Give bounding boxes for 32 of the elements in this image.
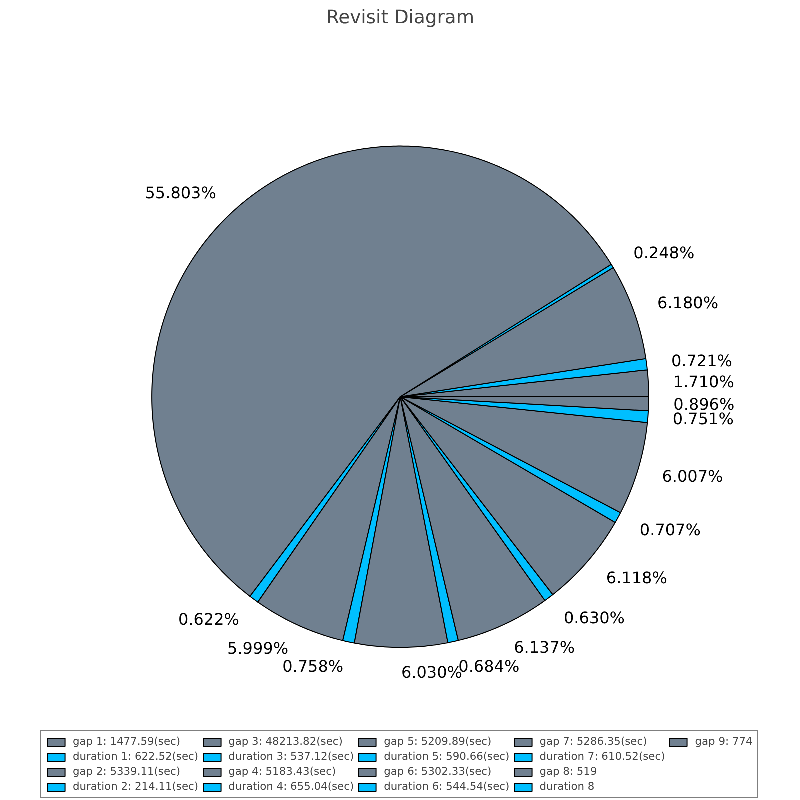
legend-label: gap 6: 5302.33(sec) bbox=[384, 765, 492, 778]
data-label: 0.248% bbox=[634, 244, 695, 263]
data-label: 6.180% bbox=[658, 294, 719, 313]
legend-label: duration 7: 610.52(sec) bbox=[540, 750, 666, 763]
legend-label: gap 9: 774 bbox=[695, 735, 753, 748]
legend-label: gap 4: 5183.43(sec) bbox=[228, 765, 336, 778]
data-label: 6.118% bbox=[606, 568, 668, 588]
legend-label: gap 2: 5339.11(sec) bbox=[73, 765, 181, 778]
data-label: 0.751% bbox=[672, 409, 734, 428]
legend-label: gap 5: 5209.89(sec) bbox=[384, 735, 492, 748]
legend-label: gap 3: 48213.82(sec) bbox=[228, 735, 343, 748]
legend-label: duration 2: 214.11(sec) bbox=[73, 780, 199, 793]
legend-label: gap 1: 1477.59(sec) bbox=[73, 735, 181, 748]
legend-label: duration 6: 544.54(sec) bbox=[384, 780, 510, 793]
legend-label: gap 7: 5286.35(sec) bbox=[540, 735, 648, 748]
legend-label: duration 3: 537.12(sec) bbox=[228, 750, 354, 763]
data-label: 0.758% bbox=[282, 657, 344, 676]
legend-label: duration 4: 655.04(sec) bbox=[228, 780, 354, 793]
legend-label: duration 5: 590.66(sec) bbox=[384, 750, 510, 763]
data-label: 6.007% bbox=[662, 466, 724, 486]
data-label: 1.710% bbox=[673, 372, 734, 392]
data-label: 0.630% bbox=[564, 608, 626, 628]
data-label: 5.999% bbox=[228, 638, 289, 658]
legend-label: duration 1: 622.52(sec) bbox=[73, 750, 199, 763]
data-label: 0.721% bbox=[671, 352, 732, 371]
data-label: 0.707% bbox=[640, 520, 701, 540]
chart-title: Revisit Diagram bbox=[326, 8, 475, 28]
legend-label: gap 8: 519 bbox=[540, 765, 598, 778]
data-label: 6.137% bbox=[514, 638, 576, 658]
data-label: 55.803% bbox=[145, 184, 216, 203]
legend-label: duration 8 bbox=[540, 780, 595, 793]
data-label: 0.622% bbox=[178, 610, 240, 630]
